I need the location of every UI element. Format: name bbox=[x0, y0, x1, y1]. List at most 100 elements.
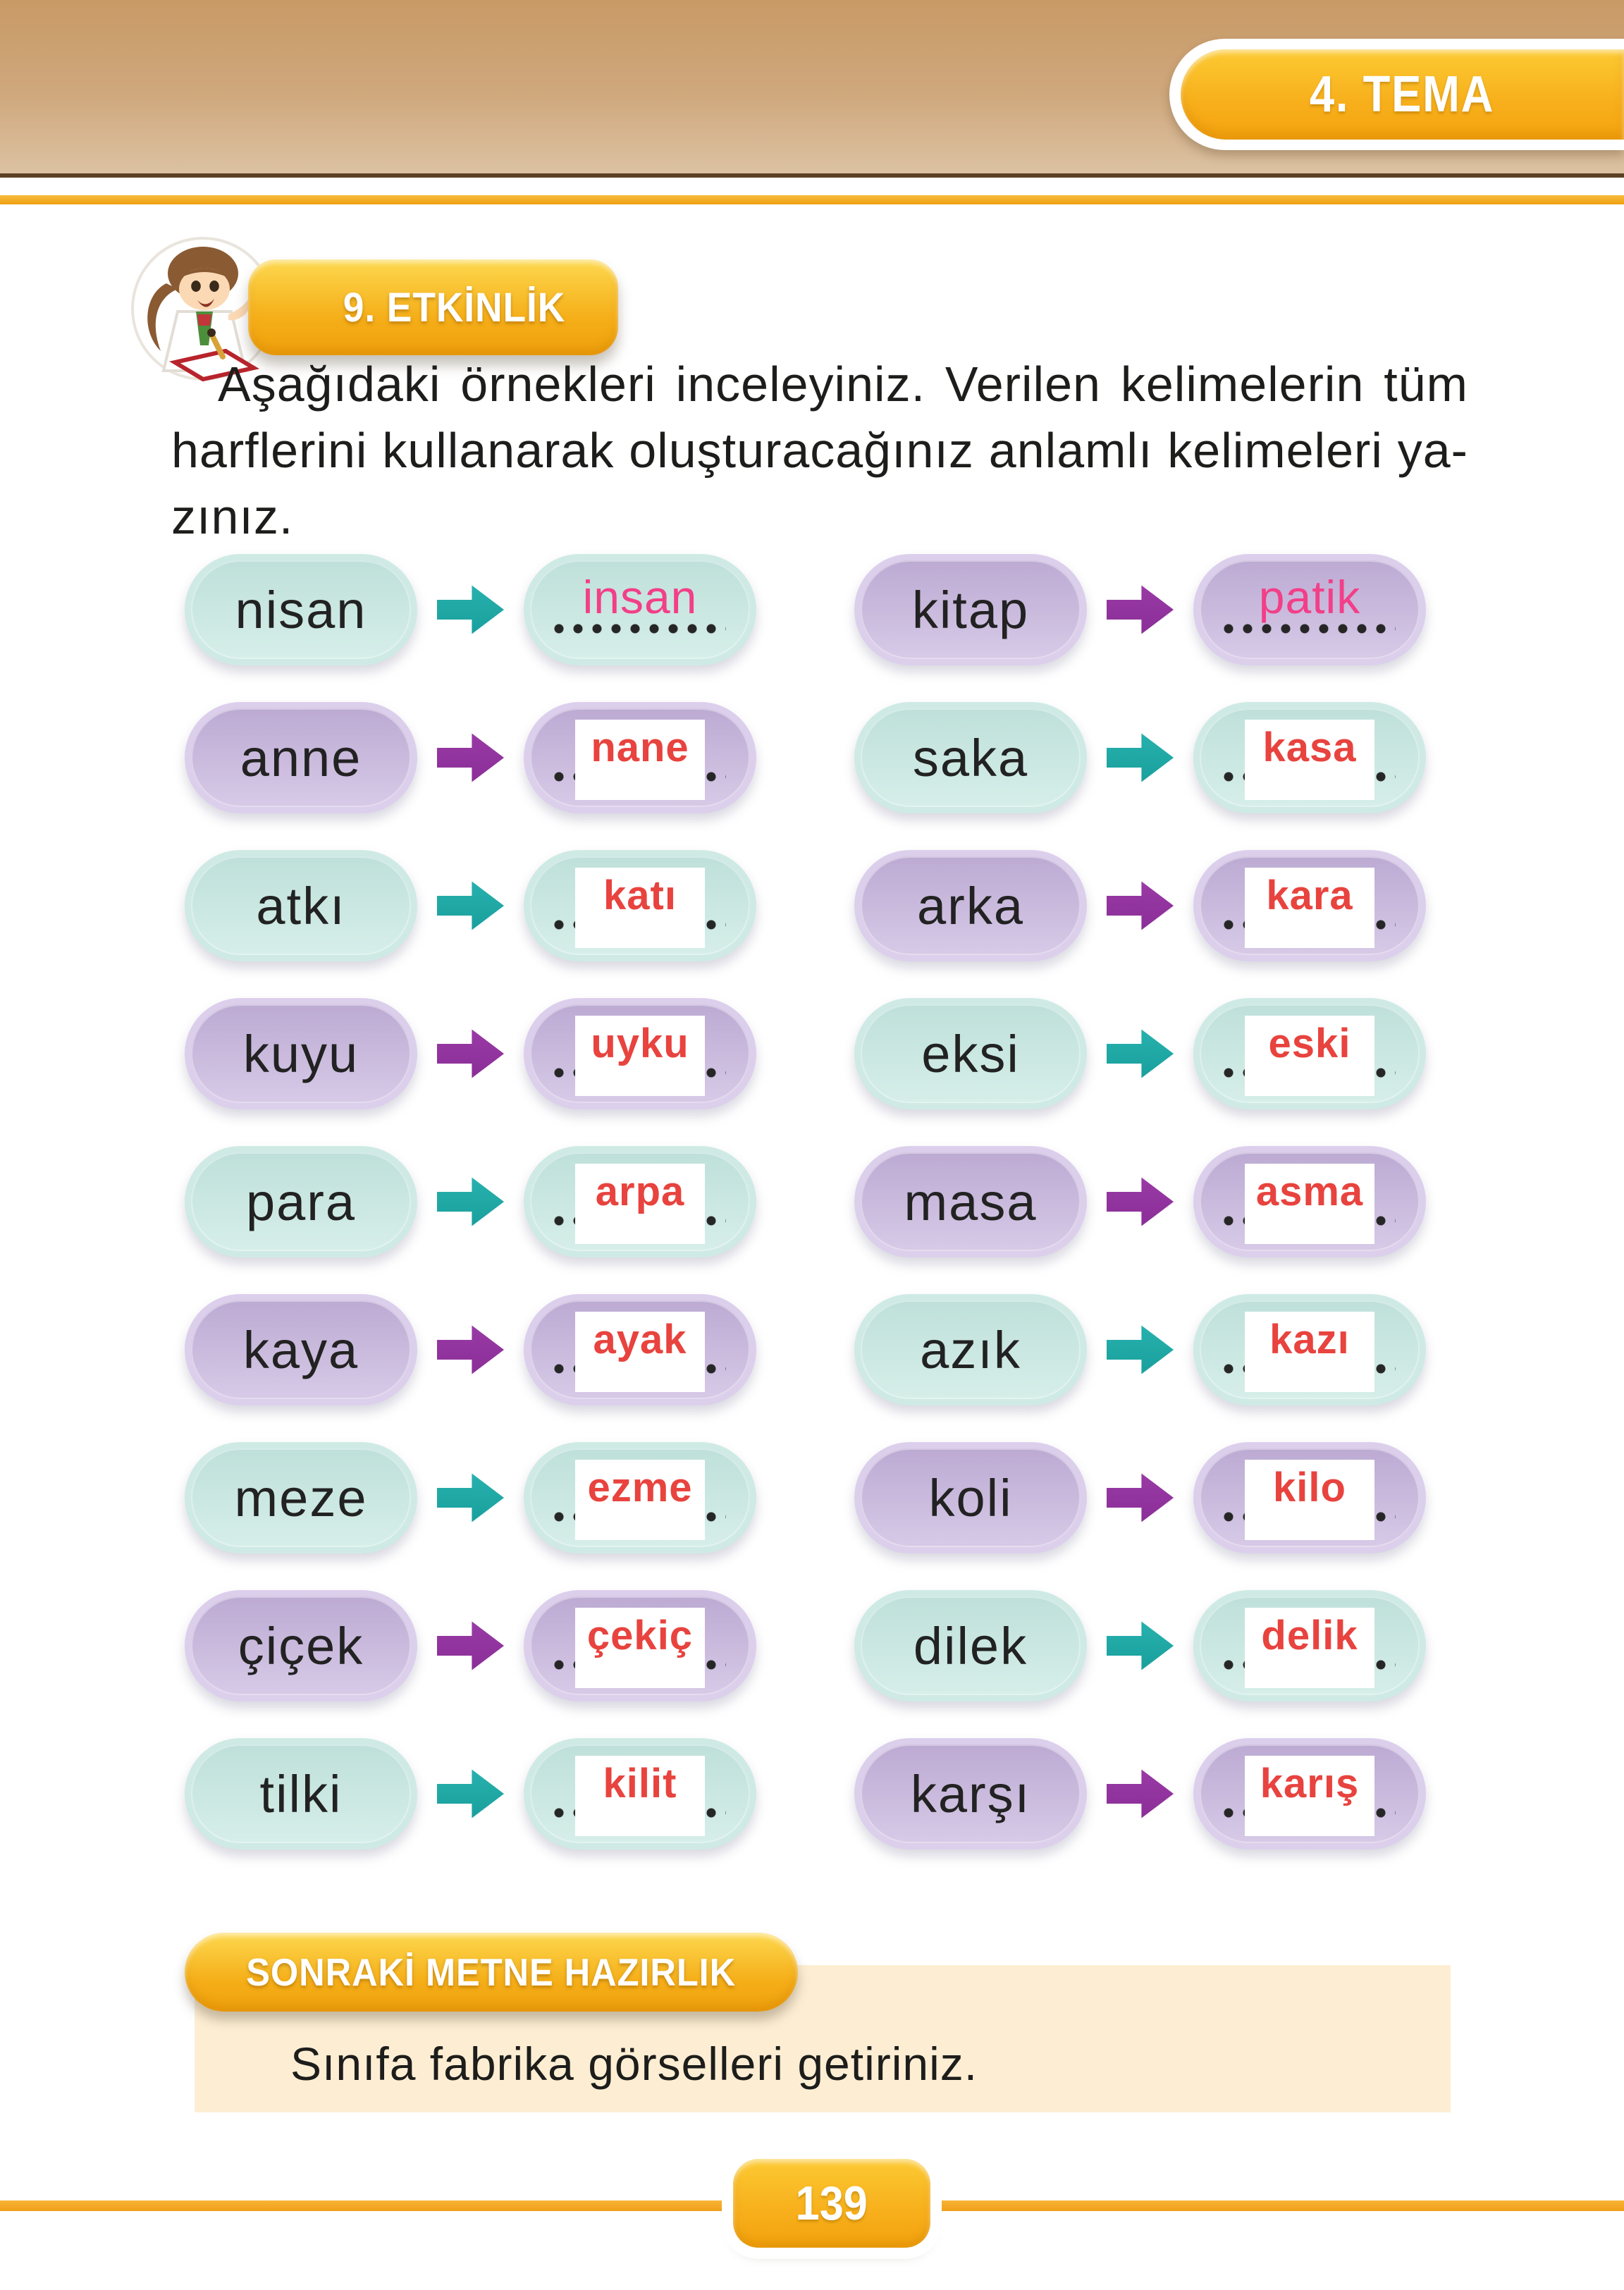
arrow-right-icon bbox=[1107, 585, 1174, 634]
answer-word: asma bbox=[1255, 1169, 1364, 1214]
answer-word: kasa bbox=[1262, 725, 1357, 770]
prep-text: Sınıfa fabrika görselleri getiriniz. bbox=[290, 2038, 978, 2090]
word-pair-row: azık kazı bbox=[854, 1294, 1426, 1405]
answer-box bbox=[1245, 1756, 1374, 1836]
given-word-pill: saka bbox=[854, 702, 1087, 813]
given-word-pill: atkı bbox=[185, 850, 417, 961]
given-word: azık bbox=[920, 1320, 1021, 1379]
activity-badge-label: 9. ETKİNLİK bbox=[343, 284, 566, 331]
prep-badge-label: SONRAKİ METNE HAZIRLIK bbox=[246, 1950, 737, 1994]
given-word-pill: kaya bbox=[185, 1294, 417, 1405]
given-word-pill: kuyu bbox=[185, 998, 417, 1109]
word-pair-row: koli kilo bbox=[854, 1442, 1426, 1553]
word-pair-row: çiçek çekiç bbox=[185, 1590, 756, 1701]
prep-section: SONRAKİ METNE HAZIRLIK Sınıfa fabrika gö… bbox=[185, 1933, 1451, 2112]
given-word-pill: masa bbox=[854, 1146, 1087, 1257]
arrow-right-icon bbox=[437, 1177, 504, 1226]
answer-box bbox=[1245, 1608, 1374, 1688]
given-word: kaya bbox=[242, 1320, 359, 1379]
given-word-pill: para bbox=[185, 1146, 417, 1257]
answer-box bbox=[575, 1460, 705, 1540]
given-word-pill: meze bbox=[185, 1442, 417, 1553]
arrow-right-icon bbox=[437, 733, 504, 782]
given-word-pill: arka bbox=[854, 850, 1087, 961]
answer-pill: eski bbox=[1193, 998, 1426, 1109]
answer-pill: ayak bbox=[524, 1294, 756, 1405]
answer-word: nane bbox=[591, 725, 689, 770]
tema-label: 4. TEMA bbox=[1310, 66, 1495, 123]
word-pair-row: anne nane bbox=[185, 702, 756, 813]
word-pair-row: arka kara bbox=[854, 850, 1426, 961]
arrow-right-icon bbox=[1107, 1473, 1174, 1522]
given-word-pill: çiçek bbox=[185, 1590, 417, 1701]
given-word: koli bbox=[928, 1468, 1013, 1527]
given-word: çiçek bbox=[238, 1616, 364, 1675]
page-number-badge: 139 bbox=[733, 2159, 930, 2248]
arrow-right-icon bbox=[1107, 1325, 1174, 1374]
answer-word: kilo bbox=[1273, 1465, 1346, 1510]
answer-pill: ezme bbox=[524, 1442, 756, 1553]
answer-word: karış bbox=[1260, 1761, 1360, 1806]
answer-pill: insan bbox=[524, 554, 756, 665]
answer-box bbox=[575, 1312, 705, 1392]
given-word: eksi bbox=[921, 1024, 1020, 1083]
word-pair-row: nisan insan bbox=[185, 554, 756, 665]
answer-pill: delik bbox=[1193, 1590, 1426, 1701]
answer-word: kazı bbox=[1269, 1317, 1350, 1362]
answer-pill: arpa bbox=[524, 1146, 756, 1257]
answer-pill: nane bbox=[524, 702, 756, 813]
word-pair-row: kuyu uyku bbox=[185, 998, 756, 1109]
answer-pill: katı bbox=[524, 850, 756, 961]
given-word-pill: koli bbox=[854, 1442, 1087, 1553]
dotted-line bbox=[1224, 624, 1396, 634]
answer-box bbox=[575, 1756, 705, 1836]
arrow-right-icon bbox=[1107, 1621, 1174, 1670]
exercise-column-right: kitap patik saka bbox=[854, 554, 1426, 1849]
answer-box bbox=[575, 1016, 705, 1096]
instruction-line: harflerini kullanarak oluşturacağınız an… bbox=[171, 423, 1468, 478]
answer-box bbox=[1245, 720, 1374, 800]
word-pair-row: tilki kilit bbox=[185, 1738, 756, 1849]
given-word-pill: karşı bbox=[854, 1738, 1087, 1849]
arrow-right-icon bbox=[1107, 1769, 1174, 1818]
arrow-right-icon bbox=[437, 1473, 504, 1522]
tema-banner: 4. TEMA bbox=[1169, 39, 1624, 150]
arrow-right-icon bbox=[1107, 733, 1174, 782]
answer-box bbox=[1245, 868, 1374, 948]
word-pair-row: kitap patik bbox=[854, 554, 1426, 665]
answer-pill: asma bbox=[1193, 1146, 1426, 1257]
given-word: atkı bbox=[256, 876, 346, 935]
arrow-right-icon bbox=[437, 1621, 504, 1670]
answer-pill: kilit bbox=[524, 1738, 756, 1849]
answer-pill: uyku bbox=[524, 998, 756, 1109]
word-pair-row: karşı karış bbox=[854, 1738, 1426, 1849]
answer-word: arpa bbox=[595, 1169, 685, 1214]
given-word-pill: kitap bbox=[854, 554, 1087, 665]
arrow-right-icon bbox=[437, 1769, 504, 1818]
word-pair-row: saka kasa bbox=[854, 702, 1426, 813]
answer-word: uyku bbox=[591, 1021, 689, 1066]
answer-word: ezme bbox=[587, 1465, 693, 1510]
word-pair-row: para arpa bbox=[185, 1146, 756, 1257]
answer-word: kara bbox=[1266, 873, 1353, 918]
given-word-pill: anne bbox=[185, 702, 417, 813]
page-number: 139 bbox=[795, 2177, 868, 2230]
word-pair-row: eksi eski bbox=[854, 998, 1426, 1109]
arrow-right-icon bbox=[437, 1325, 504, 1374]
answer-box bbox=[1245, 1164, 1374, 1244]
answer-pill: kasa bbox=[1193, 702, 1426, 813]
arrow-right-icon bbox=[1107, 1177, 1174, 1226]
exercise-column-left: nisan insan anne bbox=[185, 554, 756, 1849]
given-word: meze bbox=[234, 1468, 368, 1527]
given-word-pill: azık bbox=[854, 1294, 1087, 1405]
given-word: karşı bbox=[910, 1764, 1031, 1823]
answer-box bbox=[1245, 1460, 1374, 1540]
word-pair-row: dilek delik bbox=[854, 1590, 1426, 1701]
arrow-right-icon bbox=[437, 881, 504, 930]
answer-word: insan bbox=[582, 571, 698, 623]
given-word: nisan bbox=[235, 580, 367, 639]
arrow-right-icon bbox=[437, 585, 504, 634]
answer-pill: kara bbox=[1193, 850, 1426, 961]
given-word-pill: tilki bbox=[185, 1738, 417, 1849]
answer-pill: kilo bbox=[1193, 1442, 1426, 1553]
